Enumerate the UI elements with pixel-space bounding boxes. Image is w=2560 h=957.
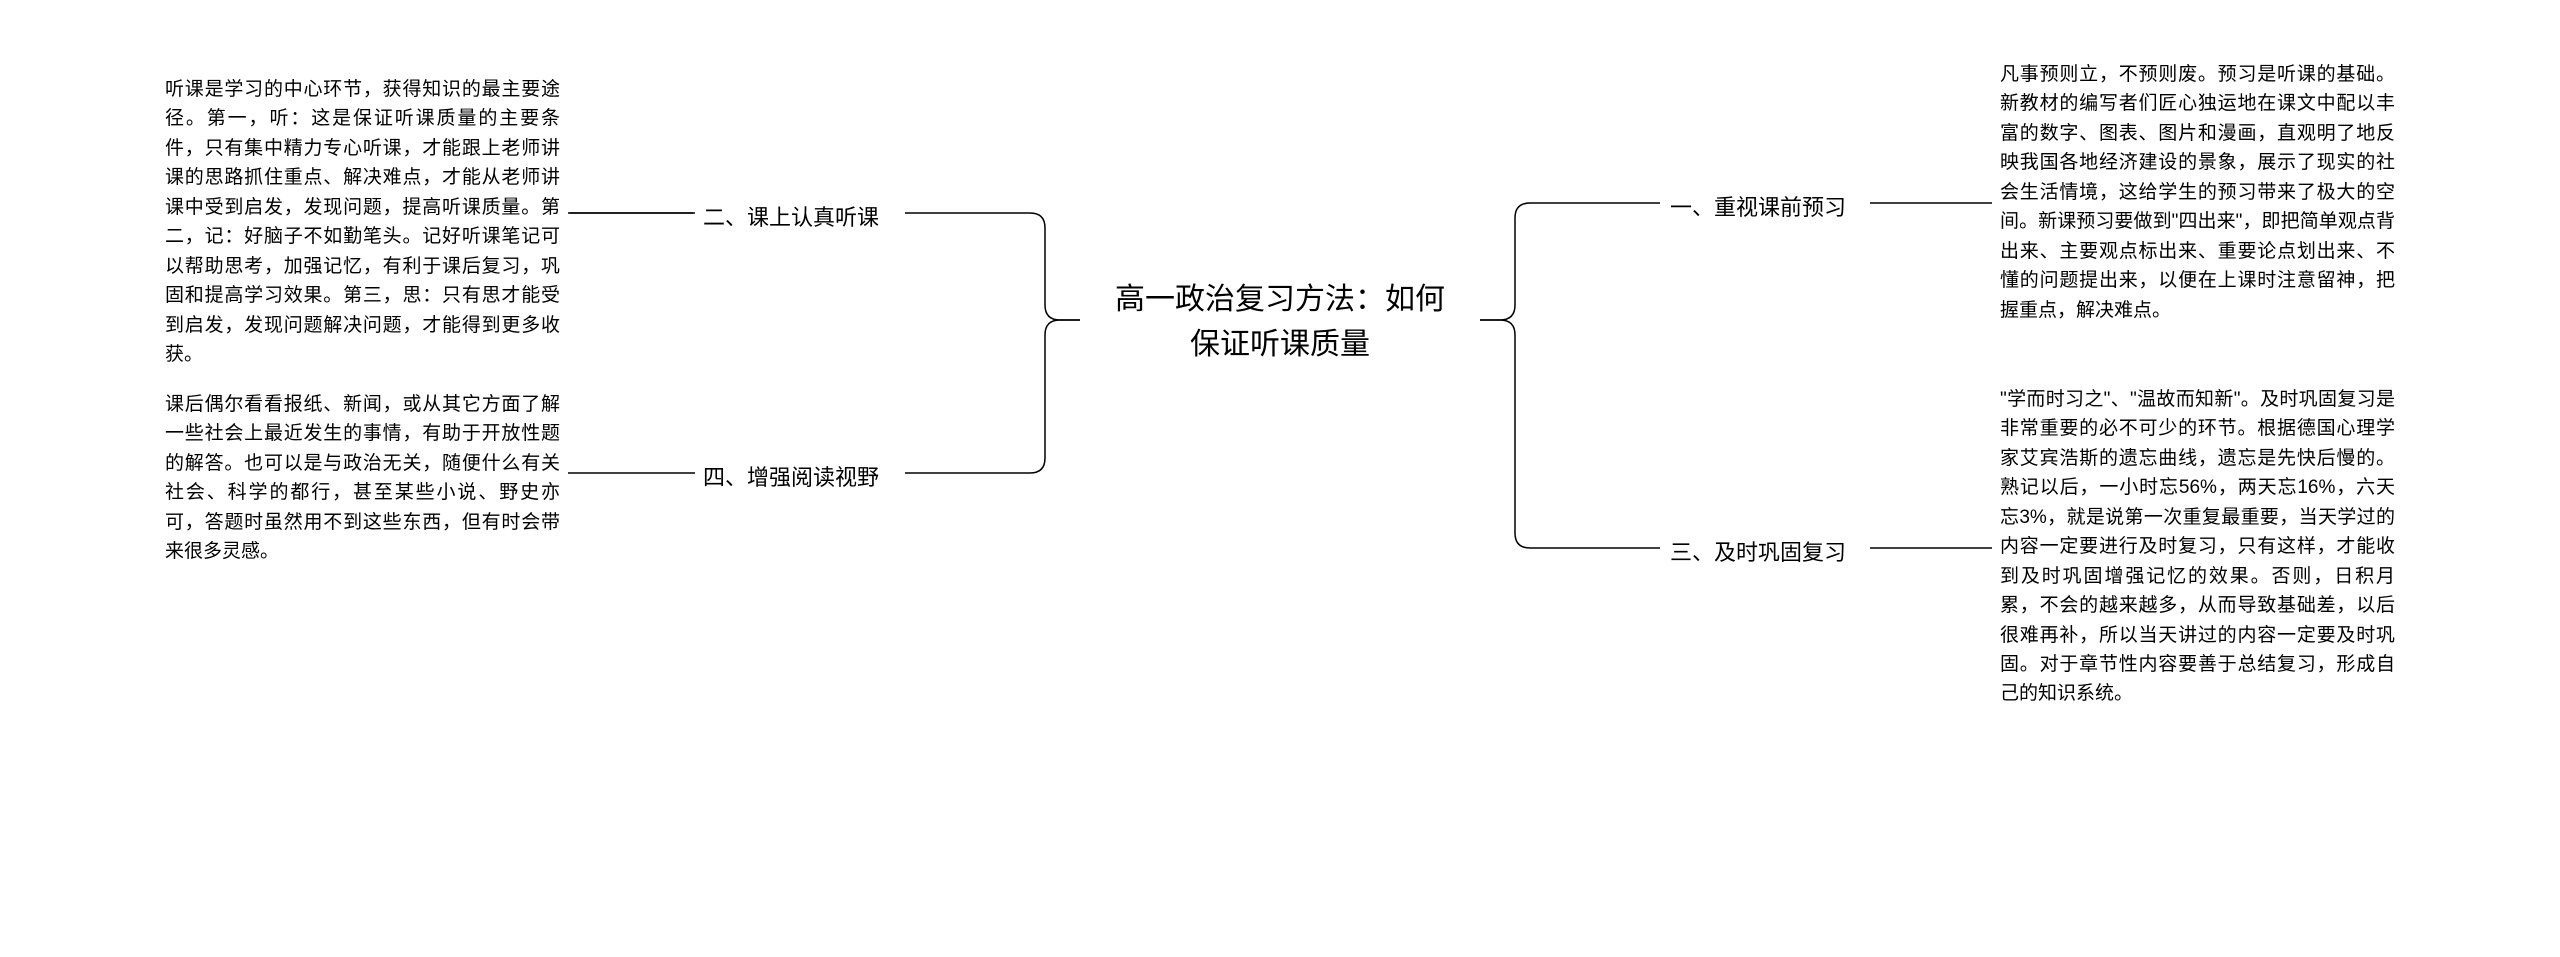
branch-left1-desc: 听课是学习的中心环节，获得知识的最主要途径。第一，听：这是保证听课质量的主要条件… bbox=[165, 75, 560, 369]
branch-right1-label: 一、重视课前预习 bbox=[1670, 190, 1846, 222]
branch-right1-desc: 凡事预则立，不预则废。预习是听课的基础。新教材的编写者们匠心独运地在课文中配以丰… bbox=[2000, 60, 2395, 325]
branch-left2-label: 四、增强阅读视野 bbox=[703, 460, 879, 492]
center-node: 高一政治复习方法：如何 保证听课质量 bbox=[1090, 277, 1470, 367]
branch-right2-label: 三、及时巩固复习 bbox=[1670, 535, 1846, 567]
branch-left1-label: 二、课上认真听课 bbox=[703, 200, 879, 232]
center-line1: 高一政治复习方法：如何 bbox=[1115, 283, 1445, 316]
branch-right2-desc: "学而时习之"、"温故而知新"。及时巩固复习是非常重要的必不可少的环节。根据德国… bbox=[2000, 385, 2395, 709]
center-line2: 保证听课质量 bbox=[1190, 328, 1370, 361]
branch-left2-desc: 课后偶尔看看报纸、新闻，或从其它方面了解一些社会上最近发生的事情，有助于开放性题… bbox=[165, 390, 560, 567]
